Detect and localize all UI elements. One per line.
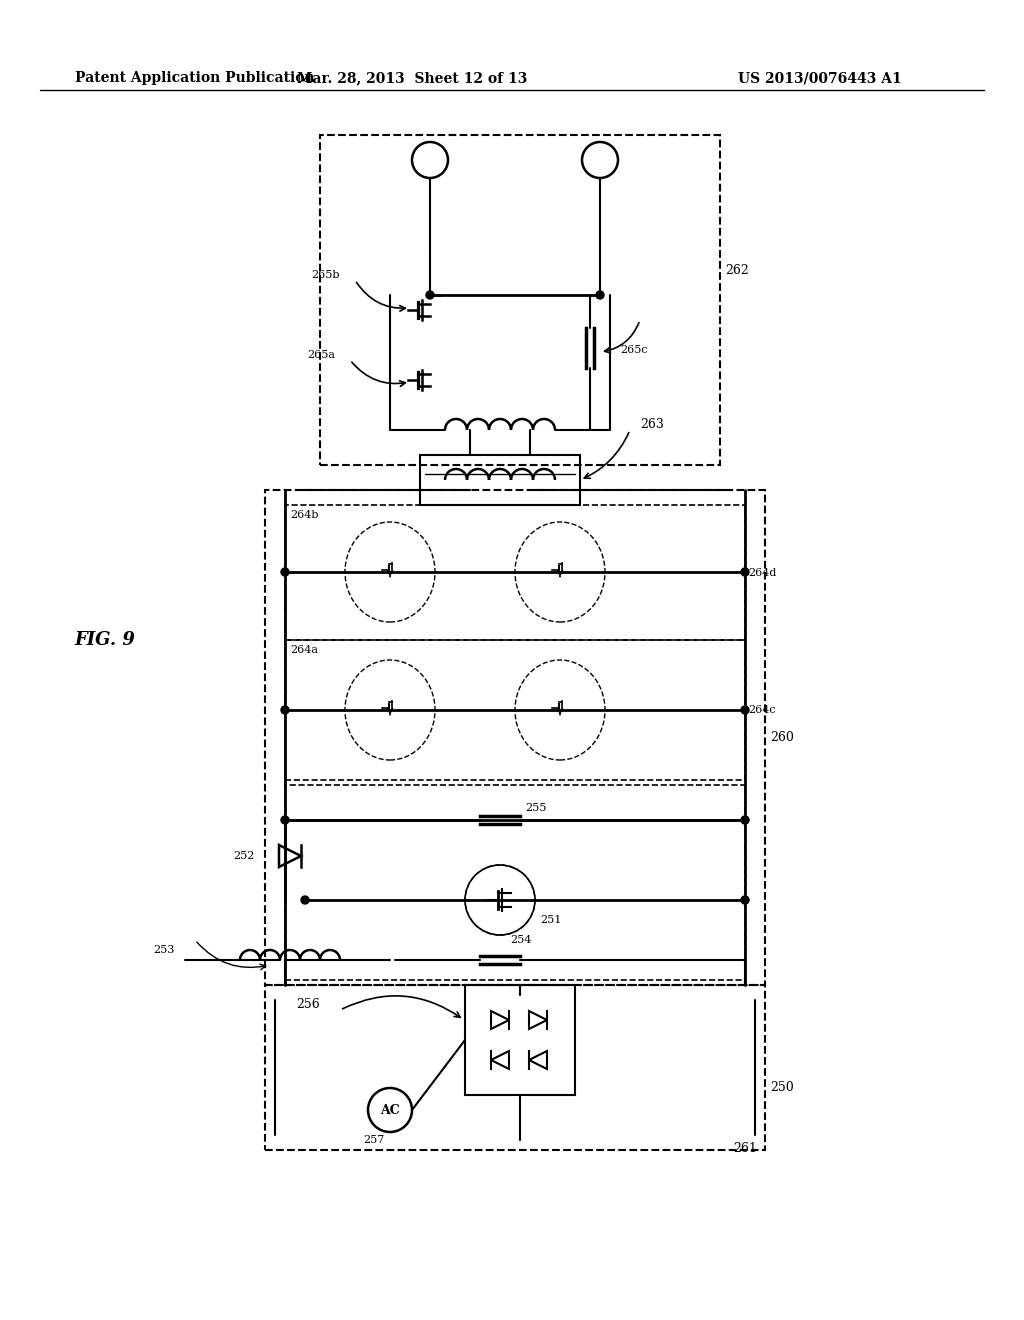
Circle shape bbox=[426, 290, 434, 300]
Bar bbox=[285, 506, 745, 640]
Text: 260: 260 bbox=[770, 731, 794, 744]
Bar bbox=[420, 455, 580, 506]
Text: 264a: 264a bbox=[290, 645, 318, 655]
Text: FIG. 9: FIG. 9 bbox=[75, 631, 135, 649]
Circle shape bbox=[281, 816, 289, 824]
Text: 264d: 264d bbox=[748, 568, 776, 578]
Circle shape bbox=[741, 896, 749, 904]
Circle shape bbox=[741, 706, 749, 714]
Bar bbox=[265, 490, 765, 985]
Text: 265c: 265c bbox=[620, 345, 647, 355]
Text: 254: 254 bbox=[510, 935, 531, 945]
Text: 256: 256 bbox=[296, 998, 319, 1011]
Circle shape bbox=[281, 706, 289, 714]
Circle shape bbox=[281, 568, 289, 576]
Polygon shape bbox=[279, 845, 301, 867]
Polygon shape bbox=[490, 1011, 509, 1030]
Text: US 2013/0076443 A1: US 2013/0076443 A1 bbox=[738, 71, 902, 84]
Circle shape bbox=[741, 816, 749, 824]
Polygon shape bbox=[529, 1051, 547, 1069]
Circle shape bbox=[301, 896, 309, 904]
Text: 263: 263 bbox=[640, 418, 664, 432]
Circle shape bbox=[596, 290, 604, 300]
Text: 252: 252 bbox=[233, 851, 255, 861]
Text: 265b: 265b bbox=[311, 271, 340, 280]
Bar bbox=[285, 785, 745, 979]
Text: 264b: 264b bbox=[290, 510, 318, 520]
Text: 265a: 265a bbox=[307, 350, 335, 360]
Bar bbox=[285, 640, 745, 780]
Text: Mar. 28, 2013  Sheet 12 of 13: Mar. 28, 2013 Sheet 12 of 13 bbox=[297, 71, 527, 84]
Bar bbox=[265, 985, 765, 1150]
Text: 250: 250 bbox=[770, 1081, 794, 1094]
Text: 264c: 264c bbox=[748, 705, 775, 715]
Polygon shape bbox=[490, 1051, 509, 1069]
Polygon shape bbox=[529, 1011, 547, 1030]
Bar bbox=[465, 985, 575, 1096]
Text: Patent Application Publication: Patent Application Publication bbox=[75, 71, 314, 84]
Text: 255: 255 bbox=[525, 803, 547, 813]
Text: 262: 262 bbox=[725, 264, 749, 276]
Text: 261: 261 bbox=[733, 1142, 757, 1155]
Bar bbox=[319, 135, 720, 465]
Text: 251: 251 bbox=[540, 915, 561, 925]
Text: 257: 257 bbox=[364, 1135, 385, 1144]
Circle shape bbox=[741, 568, 749, 576]
Text: 253: 253 bbox=[154, 945, 175, 954]
Text: AC: AC bbox=[380, 1104, 400, 1117]
